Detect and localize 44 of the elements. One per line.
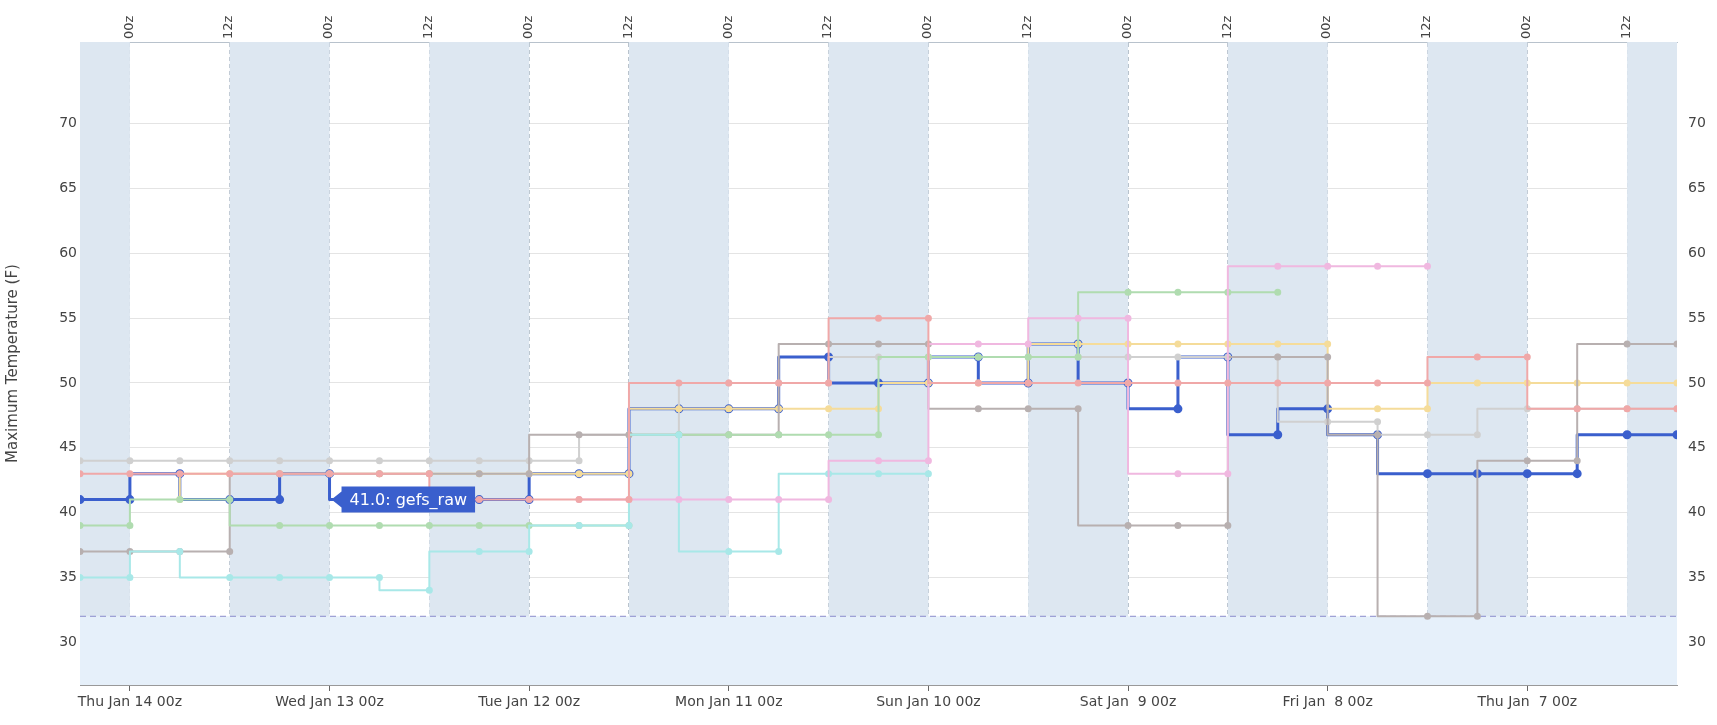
y2-tick-label: 40 — [1688, 503, 1706, 520]
x2-tick-label: 12z — [1418, 15, 1434, 39]
x2-tick-label: 12z — [220, 15, 236, 39]
y-tick-label: 35 — [59, 568, 77, 585]
x-tick-label: Sat Jan 9 00z — [1079, 693, 1177, 710]
x2-tick-label: 12z — [1617, 15, 1633, 39]
y-tick-label: 70 — [59, 114, 77, 131]
y2-tick-label: 65 — [1688, 179, 1706, 196]
y-tick-label: 50 — [59, 373, 77, 390]
x2-tick-label: 00z — [320, 15, 336, 39]
x2-tick-label: 00z — [1518, 15, 1534, 39]
y-tick-label: 55 — [59, 308, 77, 325]
x-tick-label: Fri Jan 8 00z — [1282, 693, 1373, 710]
y-tick-label: 65 — [59, 179, 77, 196]
x2-tick-label: 00z — [519, 15, 535, 39]
x-tick-label: Tue Jan 12 00z — [477, 693, 581, 710]
x2-tick-label: 12z — [420, 15, 436, 39]
x-tick-label: Thu Jan 14 00z — [76, 693, 183, 710]
y2-tick-label: 55 — [1688, 308, 1706, 325]
y-tick-label: 40 — [59, 503, 77, 520]
x-tick-label: Mon Jan 11 00z — [675, 693, 783, 710]
y2-tick-label: 70 — [1688, 114, 1706, 131]
y-tick-label: 60 — [59, 243, 77, 260]
x2-tick-label: 00z — [120, 15, 136, 39]
y-tick-label: 30 — [59, 632, 77, 649]
y-axis-title: Maximum Temperature (F) — [2, 264, 21, 463]
x2-tick-label: 12z — [1018, 15, 1034, 39]
x2-tick-label: 12z — [1218, 15, 1234, 39]
y2-tick-label: 45 — [1688, 438, 1706, 455]
x2-tick-label: 12z — [819, 15, 835, 39]
x2-tick-label: 12z — [619, 15, 635, 39]
x2-tick-label: 00z — [1318, 15, 1334, 39]
y2-tick-label: 60 — [1688, 243, 1706, 260]
y2-tick-label: 30 — [1688, 632, 1706, 649]
x-tick-label: Sun Jan 10 00z — [876, 693, 981, 710]
y2-tick-label: 50 — [1688, 373, 1706, 390]
y-tick-label: 45 — [59, 438, 77, 455]
x-tick-label: Wed Jan 13 00z — [275, 693, 384, 710]
x2-tick-label: 00z — [719, 15, 735, 39]
x2-tick-label: 00z — [1118, 15, 1134, 39]
y2-tick-label: 35 — [1688, 568, 1706, 585]
x2-tick-label: 00z — [919, 15, 935, 39]
x-tick-label: Thu Jan 7 00z — [1476, 693, 1578, 710]
annotation: 41.0: gefs_raw — [349, 489, 468, 510]
